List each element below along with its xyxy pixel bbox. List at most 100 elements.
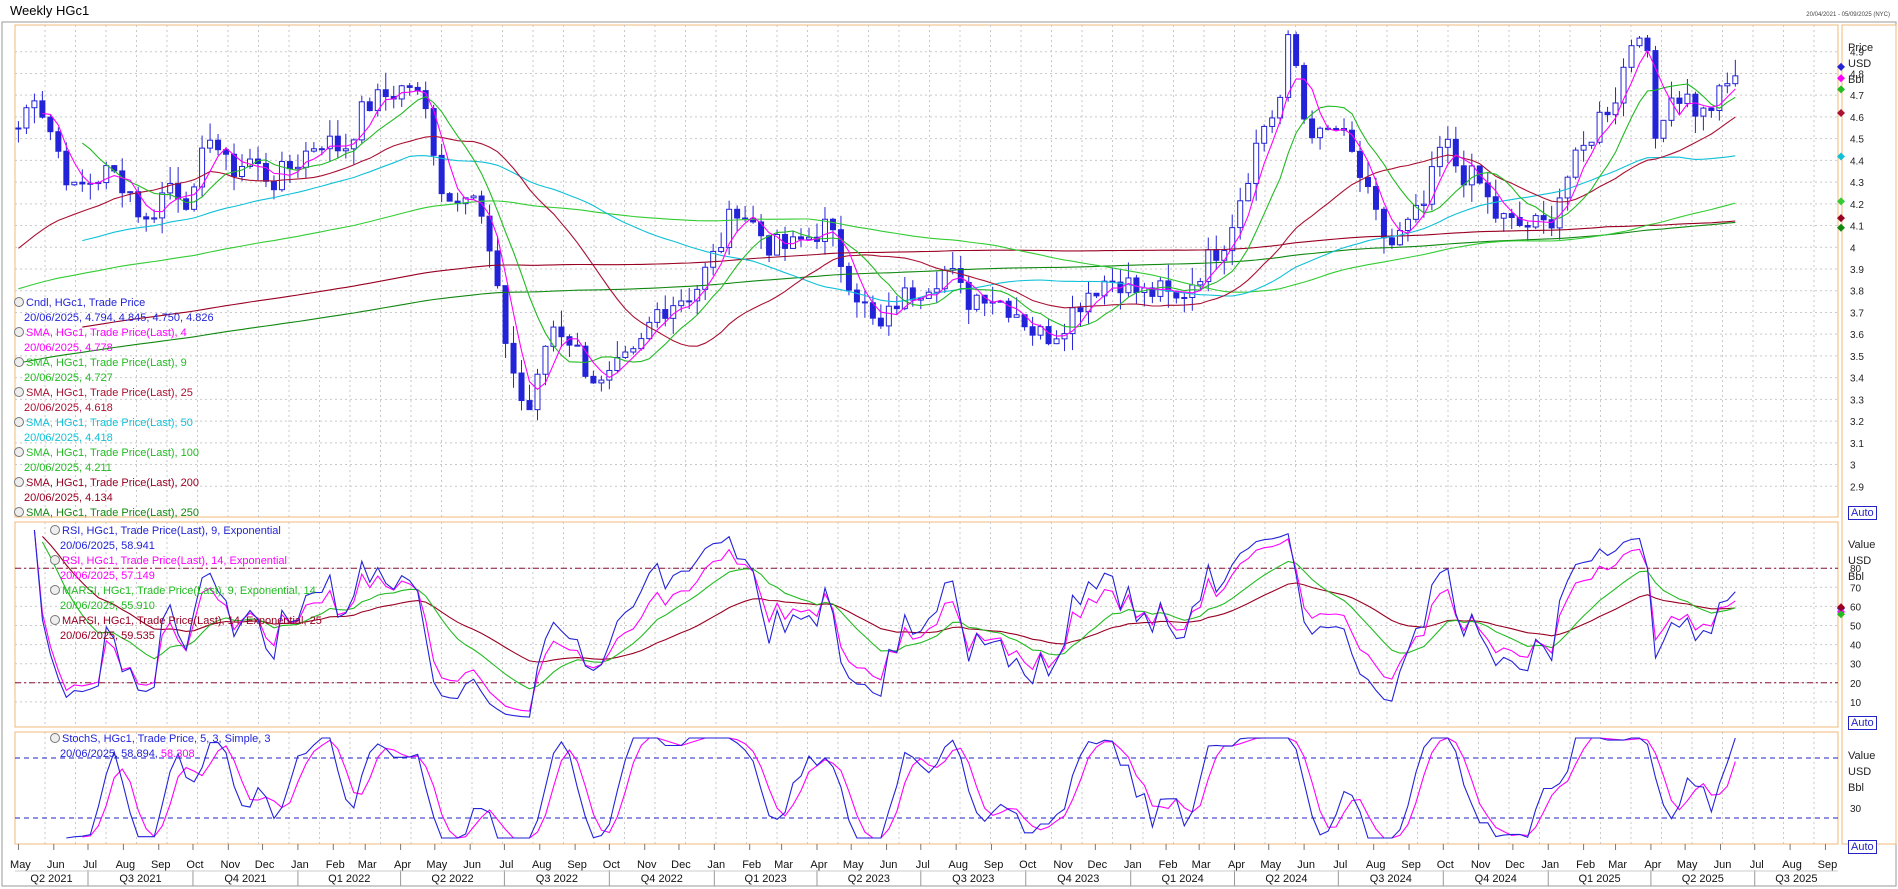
candle-body	[1053, 338, 1060, 345]
month-label: Dec	[1505, 859, 1525, 871]
month-label: Dec	[671, 859, 691, 871]
month-label: May	[10, 859, 31, 871]
rsi-axis-unit: Value USD Bbl	[1848, 537, 1875, 585]
month-label: May	[1260, 859, 1281, 871]
candle-body	[310, 148, 317, 152]
candle-body	[1364, 176, 1371, 188]
legend-value: 20/06/2025, 57.149	[50, 569, 322, 584]
candle-body	[1013, 314, 1020, 318]
price-marker	[1837, 62, 1845, 71]
candle-body	[318, 148, 325, 151]
legend-name: SMA, HGc1, Trade Price(Last), 100	[26, 447, 200, 459]
rsi-legend: RSI, HGc1, Trade Price(Last), 9, Exponen…	[50, 524, 322, 644]
indicator-icon[interactable]	[14, 447, 24, 457]
candle-body	[1269, 117, 1276, 127]
legend-entry[interactable]: SMA, HGc1, Trade Price(Last), 4	[14, 326, 214, 341]
month-label: Jul	[499, 859, 513, 871]
quarter-label: Q1 2023	[745, 873, 787, 885]
stoch-legend: StochS, HGc1, Trade Price, 5, 3, Simple,…	[50, 732, 270, 762]
month-label: Aug	[532, 859, 552, 871]
indicator-icon[interactable]	[50, 525, 60, 535]
candle-body	[877, 317, 884, 327]
candle-body	[1333, 128, 1340, 131]
candle-body	[151, 217, 158, 220]
price-tick-label: 4.4	[1850, 156, 1864, 167]
month-label: May	[426, 859, 447, 871]
legend-value: 20/06/2025, 59.535	[50, 629, 322, 644]
legend-entry[interactable]: SMA, HGc1, Trade Price(Last), 50	[14, 416, 214, 431]
rsi-auto-button[interactable]: Auto	[1848, 716, 1877, 730]
legend-name: StochS, HGc1, Trade Price, 5, 3, Simple,…	[62, 733, 271, 745]
price-auto-button[interactable]: Auto	[1848, 506, 1877, 520]
indicator-icon[interactable]	[14, 297, 24, 307]
indicator-icon[interactable]	[14, 507, 24, 517]
legend-value: 20/06/2025, 4.618	[14, 401, 214, 416]
candle-body	[933, 288, 940, 293]
candle-body	[1668, 97, 1675, 121]
indicator-icon[interactable]	[50, 555, 60, 565]
legend-value: 20/06/2025, 4.778	[14, 341, 214, 356]
candle-body	[502, 285, 509, 344]
candle-body	[798, 236, 805, 240]
candle-body	[1277, 96, 1284, 119]
stoch-axis-unit: Value USD Bbl	[1848, 748, 1875, 796]
candle-body	[231, 153, 238, 177]
rsi-tick-label: 50	[1850, 622, 1862, 633]
month-label: Nov	[637, 859, 657, 871]
legend-entry[interactable]: SMA, HGc1, Trade Price(Last), 100	[14, 446, 214, 461]
rsi-marker	[1837, 610, 1845, 619]
month-label: Oct	[603, 859, 620, 871]
rsi-tick-label: 40	[1850, 641, 1862, 652]
indicator-icon[interactable]	[14, 417, 24, 427]
legend-entry[interactable]: SMA, HGc1, Trade Price(Last), 250	[14, 506, 214, 521]
price-tick-label: 3.6	[1850, 330, 1864, 341]
legend-value: 20/06/2025, 4.134	[14, 491, 214, 506]
indicator-icon[interactable]	[14, 387, 24, 397]
month-label: Dec	[1088, 859, 1108, 871]
candle-body	[1692, 93, 1699, 117]
legend-entry[interactable]: StochS, HGc1, Trade Price, 5, 3, Simple,…	[50, 732, 270, 747]
candle-body	[1444, 138, 1451, 148]
quarter-label: Q1 2025	[1578, 873, 1620, 885]
legend-entry[interactable]: SMA, HGc1, Trade Price(Last), 9	[14, 356, 214, 371]
candle-body	[734, 208, 741, 219]
candle-body	[1253, 142, 1260, 184]
candle-body	[239, 165, 246, 177]
month-label: Sep	[1818, 859, 1838, 871]
indicator-icon[interactable]	[14, 357, 24, 367]
month-label: Jun	[47, 859, 65, 871]
candle-body	[678, 300, 685, 307]
candle-body	[606, 369, 613, 381]
indicator-icon[interactable]	[50, 585, 60, 595]
legend-entry[interactable]: SMA, HGc1, Trade Price(Last), 200	[14, 476, 214, 491]
legend-entry[interactable]: Cndl, HGc1, Trade Price	[14, 296, 214, 311]
legend-value-text: 20/06/2025, 4.778	[24, 342, 113, 354]
sma-25-line	[18, 116, 1736, 347]
legend-value: 20/06/2025, 4.794, 4.845, 4.750, 4.826	[14, 311, 214, 326]
candle-body	[39, 100, 46, 118]
legend-entry[interactable]: SMA, HGc1, Trade Price(Last), 25	[14, 386, 214, 401]
indicator-icon[interactable]	[50, 615, 60, 625]
stoch-axis-unit-3: Bbl	[1848, 782, 1864, 794]
legend-entry[interactable]: MARSI, HGc1, Trade Price(Last), 9, Expon…	[50, 584, 322, 599]
legend-entry[interactable]: MARSI, HGc1, Trade Price(Last), 14, Expo…	[50, 614, 322, 629]
indicator-icon[interactable]	[50, 733, 60, 743]
legend-value-text: 20/06/2025, 59.535	[60, 630, 155, 642]
candle-body	[1636, 37, 1643, 47]
indicator-icon[interactable]	[14, 477, 24, 487]
candle-body	[1588, 141, 1595, 146]
candle-body	[1149, 287, 1156, 297]
price-axis-unit-3: Bbl	[1848, 74, 1864, 86]
candle-body	[143, 216, 150, 220]
indicator-icon[interactable]	[14, 327, 24, 337]
legend-value: 20/06/2025, 4.727	[14, 371, 214, 386]
legend-entry[interactable]: RSI, HGc1, Trade Price(Last), 14, Expone…	[50, 554, 322, 569]
month-label: Jun	[1714, 859, 1732, 871]
month-label: Jul	[1750, 859, 1764, 871]
candle-body	[55, 131, 62, 152]
stoch-auto-button[interactable]: Auto	[1848, 840, 1877, 854]
candle-body	[526, 400, 533, 411]
legend-entry[interactable]: RSI, HGc1, Trade Price(Last), 9, Exponen…	[50, 524, 322, 539]
sma-50-line	[82, 155, 1736, 303]
